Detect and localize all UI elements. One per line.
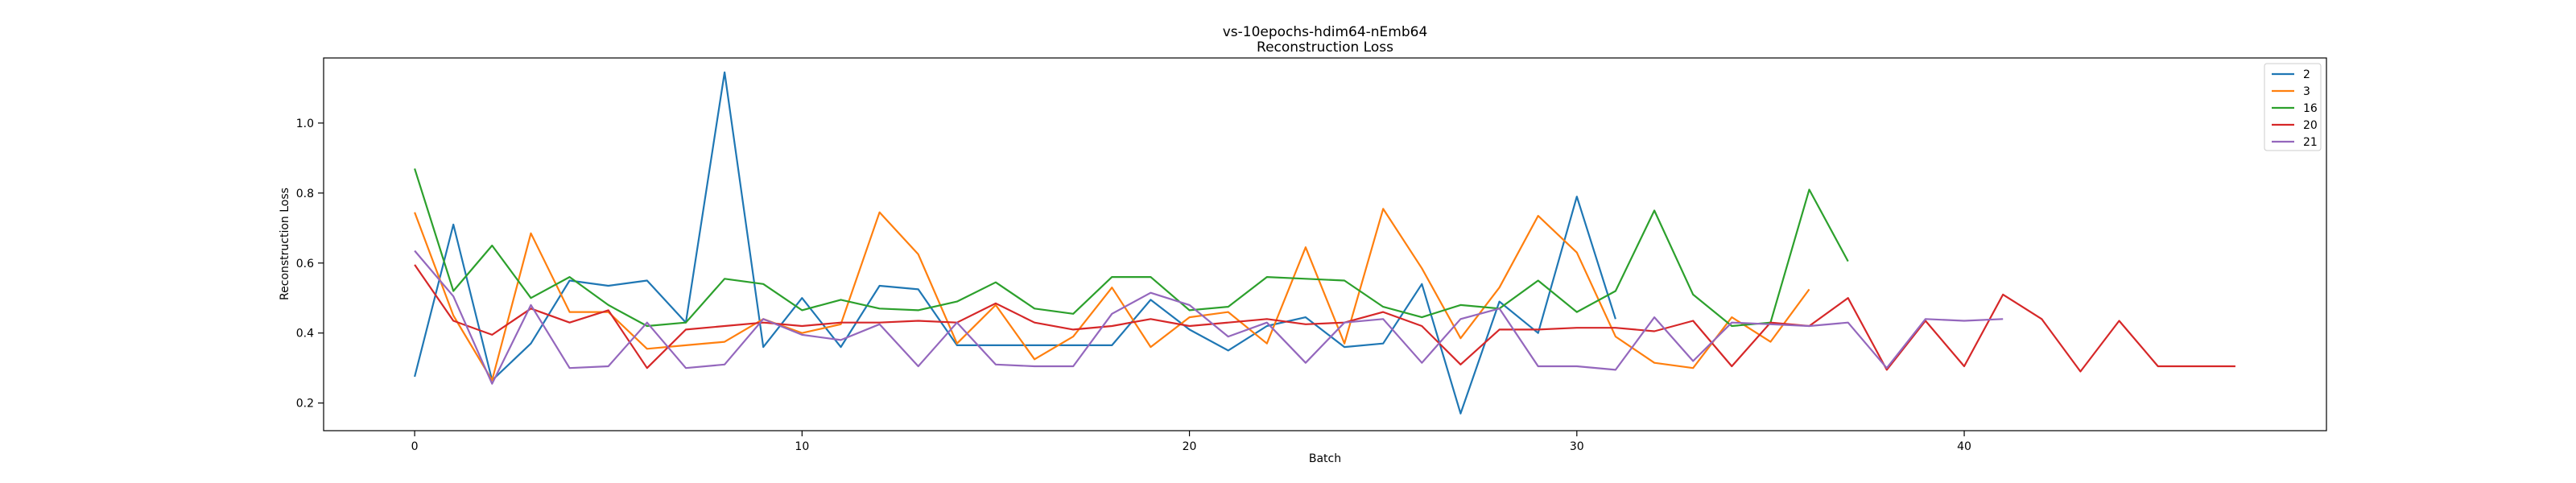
legend-label-3: 3 — [2303, 85, 2310, 98]
legend-label-2: 2 — [2303, 68, 2310, 81]
y-tick-label: 1.0 — [296, 118, 314, 130]
x-tick-label: 10 — [795, 440, 809, 453]
series-line-21 — [414, 250, 2004, 385]
legend-label-16: 16 — [2303, 102, 2318, 115]
chart-title: vs-10epochs-hdim64-nEmb64 — [1223, 24, 1428, 40]
series-line-16 — [414, 168, 1849, 328]
legend-label-21: 21 — [2303, 136, 2318, 149]
x-ticks: 0 10 20 30 40 — [411, 431, 1971, 453]
axes-frame — [323, 57, 2327, 431]
x-axis-label: Batch — [1309, 452, 1341, 465]
y-tick-label: 0.2 — [296, 398, 314, 411]
y-ticks: 0.2 0.4 0.6 0.8 1.0 — [296, 118, 324, 411]
y-axis-label: Reconstruction Loss — [279, 188, 291, 300]
x-tick-label: 20 — [1183, 440, 1197, 453]
x-tick-label: 30 — [1570, 440, 1584, 453]
legend-label-20: 20 — [2303, 119, 2318, 132]
x-tick-label: 0 — [411, 440, 419, 453]
series-line-2 — [414, 71, 1616, 415]
y-tick-label: 0.8 — [296, 188, 314, 200]
legend: 2 3 16 20 21 — [2264, 63, 2322, 151]
chart-subtitle: Reconstruction Loss — [1257, 39, 1393, 56]
y-tick-label: 0.6 — [296, 258, 314, 270]
y-tick-label: 0.4 — [296, 328, 314, 341]
x-tick-label: 40 — [1957, 440, 1971, 453]
series-line-20 — [414, 264, 2235, 373]
series-line-3 — [414, 208, 1810, 382]
series-layer — [414, 71, 2235, 415]
